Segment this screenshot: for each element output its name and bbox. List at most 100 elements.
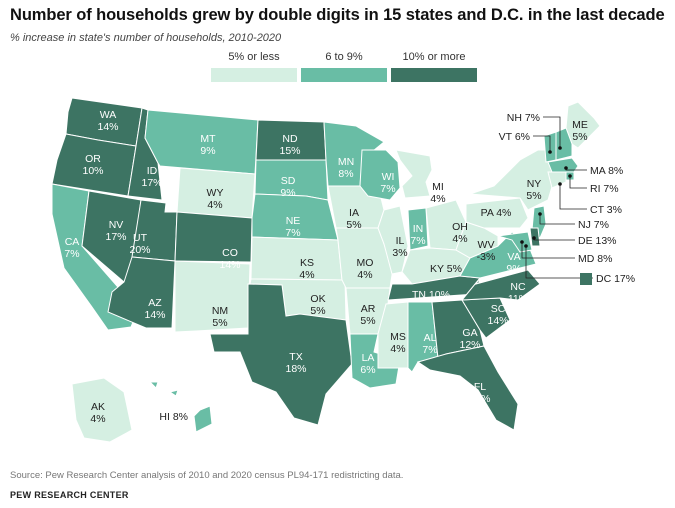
state-value-mt: 9%	[200, 145, 215, 157]
state-value-al: 7%	[422, 344, 437, 356]
state-value-va: 9%	[506, 263, 521, 275]
state-value-nc: 11%	[508, 293, 528, 305]
chart-title: Number of households grew by double digi…	[10, 6, 665, 24]
state-shape-in	[407, 207, 429, 251]
state-shape-ms	[377, 301, 409, 369]
state-abbr-ak: AK	[91, 401, 105, 413]
brand-logo-text: PEW RESEARCH CENTER	[10, 490, 129, 500]
state-abbr-ne: NE	[286, 215, 301, 227]
state-abbr-nv: NV	[109, 219, 124, 231]
state-value-ms: 4%	[390, 343, 405, 355]
state-abbr-co: CO	[222, 247, 238, 259]
state-value-il: 3%	[392, 247, 407, 259]
state-label-de: DE 13%	[578, 235, 617, 247]
state-label-vt: VT 6%	[499, 131, 530, 143]
legend-item-mid: 6 to 9%	[301, 51, 387, 82]
state-abbr-mt: MT	[200, 133, 216, 145]
state-shape-nc	[460, 269, 541, 301]
leader-line-ri	[569, 176, 587, 189]
state-value-wi: 7%	[380, 183, 395, 195]
state-value-nv: 17%	[105, 231, 126, 243]
state-label-ky: KY 5%	[430, 263, 462, 275]
state-label-ct: CT 3%	[590, 204, 622, 216]
state-abbr-va: VA	[507, 251, 520, 263]
state-abbr-ga: GA	[462, 327, 477, 339]
state-abbr-wa: WA	[100, 109, 117, 121]
legend-swatch-mid	[301, 68, 387, 82]
leader-dot-ma	[564, 166, 568, 170]
state-shape-tx	[209, 283, 353, 426]
state-value-ar: 5%	[360, 315, 375, 327]
state-abbr-il: IL	[396, 235, 405, 247]
leader-line-md	[521, 242, 575, 259]
state-value-mo: 4%	[357, 269, 372, 281]
state-value-la: 6%	[360, 364, 375, 376]
leader-dot-de	[532, 236, 536, 240]
legend-item-high: 10% or more	[391, 51, 477, 82]
state-abbr-nm: NM	[212, 305, 228, 317]
state-value-mi: 4%	[430, 193, 445, 205]
state-value-wa: 14%	[97, 121, 118, 133]
state-shape-il	[377, 205, 409, 275]
state-value-ok: 5%	[310, 305, 325, 317]
state-value-ak: 4%	[90, 413, 105, 425]
state-value-ny: 5%	[526, 190, 541, 202]
state-label-ri: RI 7%	[590, 183, 619, 195]
leader-dot-nj	[538, 212, 542, 216]
state-abbr-wi: WI	[382, 171, 395, 183]
state-abbr-ks: KS	[300, 257, 314, 269]
state-abbr-la: LA	[362, 352, 375, 364]
state-label-ma: MA 8%	[590, 165, 623, 177]
state-value-ks: 4%	[299, 269, 314, 281]
leader-dot-ct	[558, 182, 562, 186]
state-value-tx: 18%	[285, 363, 306, 375]
leader-dot-ri	[568, 174, 572, 178]
legend-label-high: 10% or more	[402, 51, 466, 63]
state-abbr-ar: AR	[361, 303, 376, 315]
chart-subtitle: % increase in state's number of househol…	[10, 32, 282, 44]
state-value-wv: -3%	[477, 251, 496, 263]
leader-line-nj	[539, 214, 575, 225]
state-label-dc: DC 17%	[596, 273, 635, 285]
state-shape-nm	[174, 260, 251, 333]
state-value-ga: 12%	[459, 339, 480, 351]
state-abbr-ms: MS	[390, 331, 406, 343]
state-abbr-mi: MI	[432, 181, 444, 193]
state-abbr-ut: UT	[133, 232, 148, 244]
state-value-az: 14%	[144, 309, 165, 321]
state-abbr-al: AL	[424, 332, 437, 344]
leader-line-dc	[525, 246, 593, 279]
state-value-nd: 15%	[279, 145, 300, 157]
state-abbr-ca: CA	[65, 236, 80, 248]
legend-swatch-low	[211, 68, 297, 82]
leader-dot-dc	[524, 244, 528, 248]
dc-swatch	[580, 273, 592, 285]
state-value-in: 7%	[410, 235, 425, 247]
state-label-nh: NH 7%	[507, 112, 540, 124]
state-abbr-az: AZ	[148, 297, 162, 309]
state-shape-wi	[359, 149, 401, 201]
leader-dot-nh	[558, 146, 562, 150]
state-label-tn: TN 10%	[412, 289, 450, 301]
state-abbr-sd: SD	[281, 175, 296, 187]
state-abbr-ny: NY	[527, 178, 542, 190]
leader-dot-md	[520, 240, 524, 244]
state-shape-co	[174, 211, 253, 263]
legend: 5% or less 6 to 9% 10% or more	[211, 51, 481, 85]
legend-label-low: 5% or less	[228, 51, 280, 63]
state-abbr-ok: OK	[310, 293, 325, 305]
state-value-ia: 5%	[346, 219, 361, 231]
legend-label-mid: 6 to 9%	[325, 51, 363, 63]
label-leader-lines	[520, 116, 593, 279]
state-shape-ma	[547, 157, 579, 173]
state-value-ca: 7%	[64, 248, 79, 260]
state-abbr-in: IN	[413, 223, 424, 235]
state-shape-hi-1	[168, 389, 179, 397]
state-value-wy: 4%	[207, 199, 222, 211]
state-abbr-me: ME	[572, 119, 588, 131]
state-shape-hi-2	[193, 405, 213, 433]
state-abbr-wy: WY	[207, 187, 224, 199]
state-shape-ks	[250, 236, 343, 281]
state-abbr-id: ID	[147, 165, 158, 177]
